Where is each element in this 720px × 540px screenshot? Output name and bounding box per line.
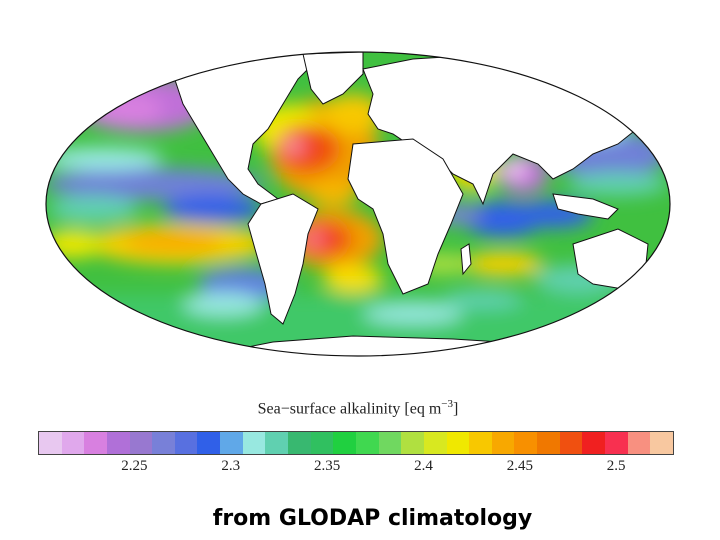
madagascar [460,243,472,276]
colorbar-segment [84,432,107,454]
colorbar-segment [378,432,402,454]
colorbar-segment [152,432,175,454]
caption: from GLODAP climatology [212,506,533,531]
colorbar-tick-label: 2.4 [414,458,433,474]
south-america [247,193,319,325]
colorbar-segment [197,432,221,454]
colorbar-segment [650,432,673,454]
colorbar-tick-label: 2.25 [121,458,148,474]
colorbar-segment [446,432,470,454]
colorbar-segment [559,432,583,454]
colorbar-segment [265,432,289,454]
figure-panel: Sea−surface alkalinity [eq m−3] 2.25 2.3 2… [33,34,683,482]
colorbar-segment [401,432,424,454]
colorbar-segment [582,432,606,454]
alkalinity-map [45,51,671,357]
colorbar-tick-label: 2.45 [506,458,533,474]
colorbar-segment [514,432,538,454]
colorbar-segment [174,432,198,454]
colorbar-segment [220,432,243,454]
colorbar-segment [469,432,492,454]
africa [347,138,464,295]
colorbar-segment [242,432,266,454]
colorbar-segment [491,432,515,454]
colorbar-segment [61,432,85,454]
colorbar-segment [310,432,334,454]
colorbar-segment [355,432,379,454]
colorbar-tick-label: 2.3 [221,458,241,474]
colorbar-segment [537,432,560,454]
colorbar-segment [605,432,628,454]
map-border [45,51,671,357]
colorbar-tick-label: 2.5 [606,458,626,474]
colorbar-segment [288,432,311,454]
colorbar-segment [423,432,447,454]
colorbar-segment [129,432,153,454]
colorbar-segment [106,432,130,454]
colorbar-tick-label: 2.35 [313,458,341,474]
land-masses [172,52,649,356]
colorbar-segment [627,432,651,454]
colorbar-segment [39,432,62,454]
colorbar [38,431,674,455]
colorbar-title: Sea−surface alkalinity [eq m−3] [257,398,459,418]
maritime-southeast-asia [552,193,619,220]
colorbar-segment [333,432,356,454]
colorbar-tick-labels: 2.25 2.3 2.35 2.4 2.45 2.5 [38,458,674,478]
greenland [302,52,364,105]
